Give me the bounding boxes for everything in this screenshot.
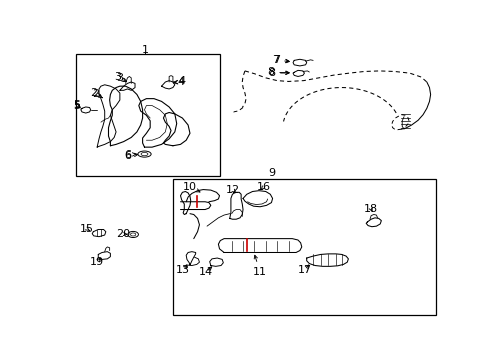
Text: 8: 8 [267,68,288,78]
Text: 4: 4 [174,77,183,87]
Text: 17: 17 [297,265,311,275]
Text: 9: 9 [267,168,274,179]
Bar [173,179,435,315]
Text: 1: 1 [142,45,148,55]
Text: 6: 6 [123,150,136,159]
Bar [76,54,220,176]
Text: 11: 11 [253,255,266,277]
Text: 2: 2 [90,87,101,98]
Text: 16: 16 [256,182,270,192]
Text: 15: 15 [80,224,94,234]
Text: 2: 2 [92,89,102,99]
Text: 20: 20 [116,229,130,239]
Text: 13: 13 [176,265,190,275]
Text: 14: 14 [199,267,212,277]
Text: 7: 7 [271,55,289,65]
Text: 7: 7 [273,55,288,66]
Text: 8: 8 [266,67,289,77]
Text: 10: 10 [183,182,200,192]
Text: 4: 4 [173,76,185,86]
Text: 19: 19 [90,257,104,267]
Text: 5: 5 [73,100,81,110]
Text: 5: 5 [73,100,81,111]
Text: 3: 3 [114,72,126,82]
Text: 12: 12 [225,185,239,194]
Text: 6: 6 [123,151,138,161]
Text: 18: 18 [364,204,377,214]
Text: 3: 3 [116,73,126,83]
